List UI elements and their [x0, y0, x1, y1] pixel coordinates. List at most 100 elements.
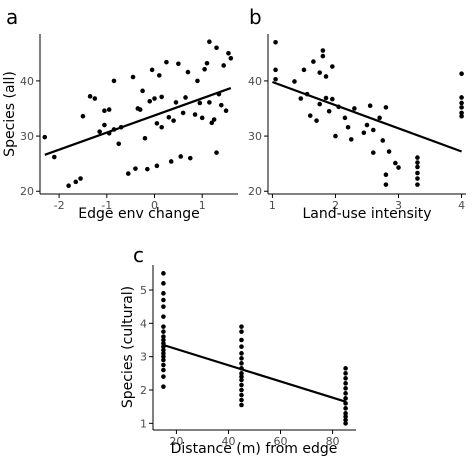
data-point	[192, 112, 198, 117]
data-point	[239, 387, 244, 393]
data-point	[342, 115, 348, 121]
data-point	[207, 39, 212, 45]
data-point	[161, 297, 166, 303]
data-point	[393, 160, 398, 166]
data-point	[149, 67, 155, 73]
y-tick-label: 20	[20, 185, 34, 198]
x-tick-label: 20	[169, 435, 183, 448]
data-point	[239, 344, 244, 349]
data-point	[343, 417, 348, 423]
data-point	[459, 100, 464, 106]
data-point	[161, 291, 166, 296]
data-point	[361, 130, 367, 136]
data-point	[161, 384, 166, 389]
data-point	[166, 115, 172, 120]
x-tick-label: 1	[199, 199, 206, 212]
data-point	[195, 78, 200, 84]
data-point	[343, 376, 348, 381]
y-tick-label: 1	[140, 417, 147, 430]
data-point	[239, 337, 244, 343]
x-axis-title: Distance (m) from edge	[171, 441, 338, 457]
data-point	[348, 137, 354, 142]
x-axis-title: Land-use intensity	[302, 206, 431, 222]
data-point	[176, 61, 181, 67]
data-point	[97, 129, 102, 134]
data-point	[371, 150, 376, 155]
data-point	[239, 382, 244, 388]
data-point	[52, 154, 57, 160]
data-point	[202, 67, 207, 72]
y-tick-label: 40	[248, 75, 262, 88]
data-point	[161, 337, 166, 343]
data-point	[239, 402, 244, 408]
data-point	[415, 164, 420, 170]
data-point	[214, 150, 219, 155]
data-point	[326, 108, 332, 114]
data-point	[204, 60, 210, 66]
data-point	[154, 121, 160, 126]
data-point	[211, 117, 217, 122]
data-point	[199, 115, 205, 121]
data-point	[161, 271, 166, 276]
data-point	[273, 67, 278, 73]
data-point	[314, 118, 319, 123]
data-point	[345, 124, 351, 130]
y-tick-label: 40	[20, 75, 34, 88]
data-point	[116, 141, 122, 147]
data-point	[239, 397, 244, 403]
data-point	[111, 78, 117, 84]
data-point	[161, 354, 166, 359]
data-point	[239, 351, 244, 356]
data-point	[343, 406, 348, 411]
data-point	[228, 55, 234, 61]
data-point	[352, 106, 357, 111]
data-point	[159, 94, 164, 100]
data-point	[78, 176, 83, 181]
data-point	[161, 362, 166, 368]
fit-line	[272, 80, 462, 153]
data-point	[73, 179, 79, 185]
data-point	[161, 314, 166, 319]
data-point	[323, 95, 329, 101]
y-tick-label: 4	[140, 317, 147, 330]
data-point	[320, 53, 326, 59]
data-point	[415, 160, 420, 165]
data-point	[102, 122, 107, 128]
data-point	[161, 281, 166, 286]
data-point	[80, 113, 86, 119]
data-point	[239, 377, 244, 383]
data-point	[226, 51, 231, 56]
x-tick-label: 3	[395, 199, 402, 212]
data-point	[161, 334, 166, 339]
data-point	[187, 155, 193, 161]
data-point	[343, 421, 348, 426]
data-point	[164, 59, 169, 65]
data-point	[239, 324, 244, 329]
data-point	[161, 329, 166, 334]
data-point	[343, 366, 348, 371]
data-point	[239, 356, 244, 361]
panel-a: a -2 -1 0 1 20 30 40 Edge env change Species (all…	[2, 5, 238, 222]
data-point	[377, 115, 382, 121]
data-point	[330, 96, 335, 102]
y-tick-label: 30	[248, 130, 262, 143]
x-tick-label: 1	[269, 199, 276, 212]
data-point	[343, 411, 348, 416]
data-point	[323, 74, 329, 79]
data-point	[87, 94, 93, 99]
data-point	[343, 414, 348, 419]
data-point	[459, 110, 464, 116]
data-point	[367, 103, 373, 109]
data-point	[343, 391, 348, 396]
y-axis-title: Species (all)	[2, 71, 18, 157]
data-point	[207, 100, 212, 105]
y-tick-label: 20	[248, 185, 262, 198]
data-point	[386, 149, 392, 154]
data-point	[145, 166, 150, 172]
data-point	[154, 163, 160, 169]
x-tick-label: 80	[326, 435, 340, 448]
data-point	[161, 304, 166, 309]
data-point	[343, 371, 348, 376]
y-tick-label: 3	[140, 351, 147, 364]
data-point	[183, 95, 188, 100]
